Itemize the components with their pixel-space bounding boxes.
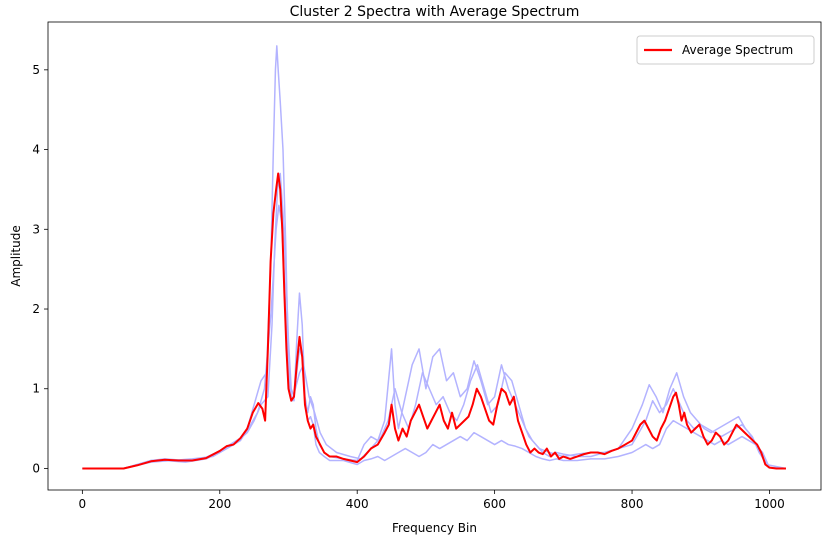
x-axis: 0 200 400 600 800 1000 [79, 490, 785, 511]
y-tick-label: 2 [32, 302, 40, 316]
x-tick-label: 0 [79, 497, 87, 511]
x-tick-label: 400 [346, 497, 369, 511]
y-tick-label: 1 [32, 382, 40, 396]
x-tick-label: 600 [483, 497, 506, 511]
y-tick-label: 4 [32, 143, 40, 157]
x-tick-label: 1000 [754, 497, 785, 511]
plot-background [48, 22, 821, 490]
series-line-spectrum-2 [82, 172, 786, 470]
y-tick-label: 5 [32, 63, 40, 77]
legend: Average Spectrum [636, 35, 815, 65]
series-line-average-spectrum [82, 172, 786, 470]
series-layer [82, 45, 787, 470]
series-line-spectrum-1 [82, 45, 786, 470]
plot-frame [47, 21, 822, 491]
legend-box [636, 35, 815, 65]
y-axis-label: Amplitude [9, 225, 23, 287]
chart-title: Cluster 2 Spectra with Average Spectrum [290, 4, 580, 20]
y-tick-label: 0 [32, 461, 40, 475]
x-tick-label: 200 [208, 497, 231, 511]
x-axis-label: Frequency Bin [392, 521, 477, 535]
legend-label-average-spectrum: Average Spectrum [682, 43, 793, 57]
y-axis: 0 1 2 3 4 5 [32, 63, 48, 475]
y-tick-label: 3 [32, 222, 40, 236]
x-tick-label: 800 [621, 497, 644, 511]
